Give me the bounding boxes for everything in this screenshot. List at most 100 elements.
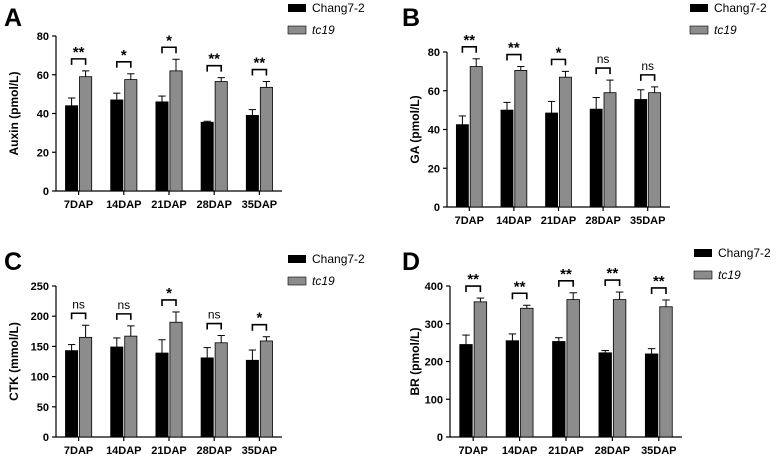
significance-label: ** [508, 40, 520, 57]
y-axis-label: BR (pmol/L) [408, 328, 422, 396]
y-tick-label: 40 [428, 125, 440, 137]
x-tick-label: 35DAP [641, 445, 676, 457]
bar-tc19 [169, 321, 183, 438]
y-tick-label: 0 [43, 186, 49, 198]
bar-chang7-2 [245, 115, 259, 192]
panel-letter: B [402, 4, 420, 32]
significance-bracket [506, 53, 522, 61]
legend: Chang7-2 tc19 [693, 246, 771, 282]
bar-tc19 [259, 86, 273, 192]
significance-bracket [511, 292, 528, 300]
panel-letter: D [402, 248, 420, 276]
x-tick-label: 21DAP [548, 445, 583, 457]
x-tick-label: 14DAP [502, 445, 537, 457]
significance-bracket [70, 58, 87, 65]
bar-tc19 [214, 342, 228, 438]
y-tick-label: 40 [37, 109, 49, 121]
significance-label: ** [73, 44, 85, 61]
y-tick-label: 60 [37, 70, 49, 82]
bar-chang7-2 [644, 353, 659, 438]
significance-bracket [206, 322, 223, 330]
bar-chang7-2 [552, 341, 566, 438]
bar-tc19 [214, 81, 228, 192]
panel-letter: C [4, 248, 22, 276]
bar-tc19 [79, 336, 93, 438]
x-tick-label: 21DAP [541, 215, 576, 227]
significance-label: ns [117, 298, 130, 312]
bar-tc19 [259, 340, 273, 438]
bar-chang7-2 [598, 352, 612, 438]
significance-label: ** [467, 271, 479, 288]
bar-tc19 [169, 70, 183, 192]
significance-label: ** [607, 265, 619, 282]
panel-c: C 0 50 100 150 200 250 CTK (mmol/L) ns 7DAP ns 14DA… [4, 248, 365, 457]
bar-tc19 [648, 92, 662, 208]
bar-chang7-2 [65, 105, 79, 192]
y-tick-label: 200 [425, 357, 443, 369]
significance-bracket [251, 323, 268, 331]
legend-swatch-tc19 [693, 270, 713, 280]
y-tick-label: 300 [425, 319, 443, 331]
bar-chang7-2 [545, 112, 559, 208]
significance-label: ns [208, 308, 221, 322]
legend-label-chang7-2: Chang7-2 [312, 252, 365, 266]
legend-label-chang7-2: Chang7-2 [718, 246, 771, 260]
legend-swatch-chang7-2 [288, 255, 306, 263]
significance-bracket [595, 67, 611, 75]
legend-swatch-tc19 [689, 25, 709, 35]
significance-bracket [115, 60, 132, 68]
bar-chang7-2 [200, 121, 214, 192]
significance-bracket [115, 313, 132, 320]
significance-bracket [604, 279, 621, 287]
significance-label: ns [597, 52, 610, 66]
y-tick-label: 20 [37, 147, 49, 159]
legend: Chang7-2 tc19 [287, 252, 365, 288]
y-axis-label: GA (pmol/L) [408, 95, 422, 163]
y-tick-label: 400 [425, 281, 443, 293]
significance-label: * [556, 44, 562, 61]
bar-chang7-2 [589, 108, 603, 208]
legend-swatch-tc19 [287, 25, 307, 35]
y-axis-label: CTK (mmol/L) [7, 322, 21, 401]
x-tick-label: 14DAP [106, 199, 141, 211]
significance-label: * [166, 32, 172, 49]
y-tick-label: 100 [425, 394, 443, 406]
y-tick-label: 250 [31, 281, 49, 293]
y-tick-label: 0 [434, 202, 440, 214]
significance-bracket [461, 45, 478, 53]
significance-bracket [206, 64, 223, 72]
bar-tc19 [558, 76, 572, 208]
y-tick-label: 150 [31, 341, 49, 353]
bar-tc19 [514, 70, 528, 208]
legend-swatch-chang7-2 [690, 4, 708, 12]
y-tick-label: 80 [428, 47, 440, 59]
legend-swatch-chang7-2 [694, 249, 712, 257]
bar-tc19 [659, 306, 673, 438]
x-tick-label: 7DAP [64, 199, 93, 211]
x-tick-label: 35DAP [242, 199, 277, 211]
panel-b: B 0 20 40 60 80 GA (pmol/L) ** 7DAP ** 14DAP * 21DAP… [402, 1, 767, 227]
bar-chang7-2 [505, 340, 520, 438]
bar-chang7-2 [65, 350, 79, 438]
bar-tc19 [79, 76, 93, 192]
significance-label: ns [72, 297, 85, 311]
significance-label: ** [560, 266, 572, 283]
bar-tc19 [473, 301, 488, 438]
bar-chang7-2 [155, 101, 169, 192]
x-tick-label: 7DAP [64, 445, 93, 457]
bar-tc19 [469, 66, 483, 208]
y-tick-label: 0 [437, 432, 443, 444]
legend: Chang7-2 tc19 [689, 1, 767, 37]
bar-tc19 [566, 299, 580, 438]
panel-letter: A [4, 4, 22, 32]
y-tick-label: 20 [428, 163, 440, 175]
bar-chang7-2 [500, 109, 514, 208]
legend-label-tc19: tc19 [718, 268, 741, 282]
x-tick-label: 7DAP [459, 445, 488, 457]
x-tick-label: 28DAP [585, 215, 620, 227]
significance-label: * [121, 47, 127, 64]
significance-bracket [251, 68, 268, 76]
x-tick-label: 21DAP [151, 445, 186, 457]
y-tick-label: 50 [37, 402, 49, 414]
y-tick-label: 80 [37, 31, 49, 43]
